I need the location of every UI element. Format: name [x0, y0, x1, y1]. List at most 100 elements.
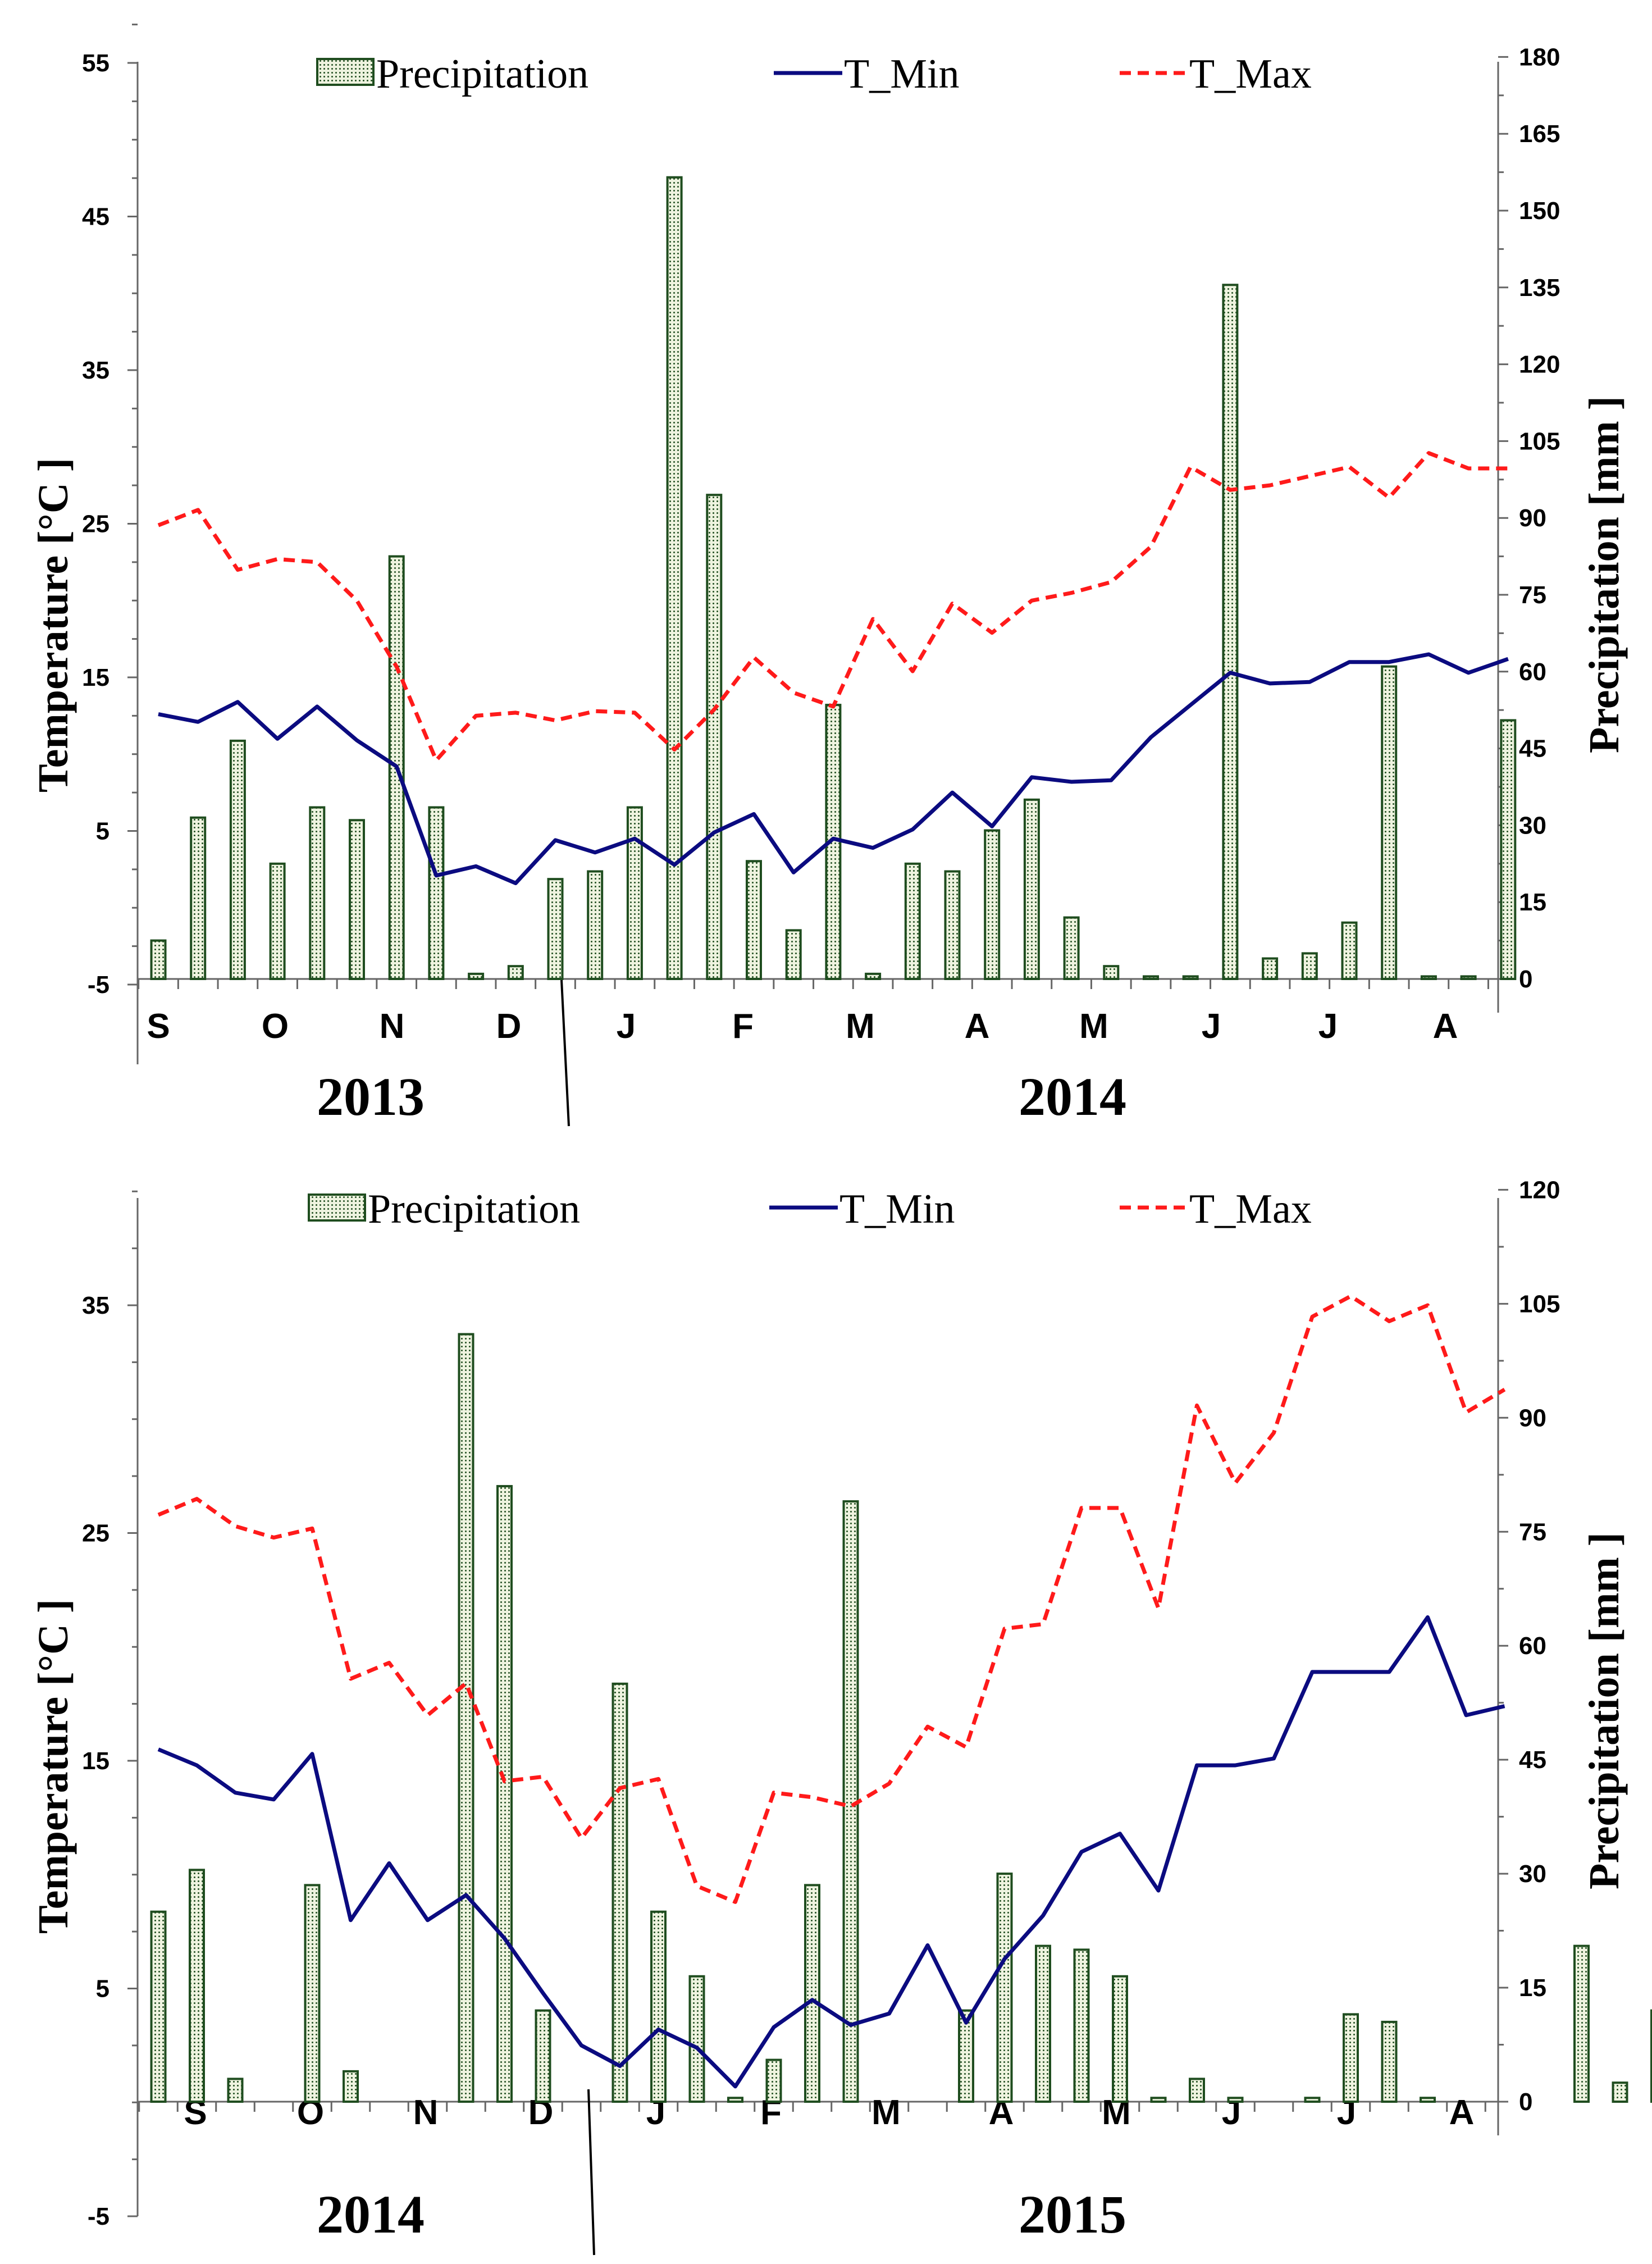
precipitation-bar	[587, 870, 604, 980]
legend-tmin-label: T_Min	[839, 1186, 955, 1232]
right-axis-title: Precipitation [mm ]	[1581, 396, 1628, 753]
month-label: D	[496, 1007, 522, 1046]
precipitation-bar	[1189, 2078, 1205, 2103]
legend-precipitation-swatch	[308, 1194, 366, 1222]
month-label: J	[1202, 1007, 1221, 1046]
month-label: S	[147, 1007, 170, 1046]
t-max-series-line	[157, 1294, 1506, 1904]
precipitation-bar	[1063, 916, 1080, 981]
left-tick-label: 35	[82, 1292, 109, 1319]
right-tick-label: 45	[1519, 1746, 1546, 1774]
precipitation-bar	[1143, 975, 1159, 980]
precipitation-bar	[535, 2009, 551, 2103]
precipitation-bar	[458, 1333, 474, 2103]
right-tick-label: 45	[1519, 735, 1546, 763]
precipitation-bar	[496, 1485, 513, 2103]
precipitation-bar	[1420, 2097, 1436, 2103]
t-max-series-line	[157, 451, 1508, 763]
right-tick-label: 105	[1519, 1290, 1560, 1318]
precipitation-bar	[611, 1682, 628, 2103]
precipitation-bar	[958, 2009, 974, 2103]
right-tick-label: 120	[1519, 1176, 1560, 1204]
precipitation-bar	[304, 1884, 321, 2103]
precipitation-bar	[706, 494, 723, 980]
right-tick-label: 0	[1519, 2088, 1532, 2116]
right-tick-label: 180	[1519, 43, 1560, 71]
left-tick-label: 45	[82, 203, 109, 231]
legend-precipitation-label: Precipitation	[376, 51, 588, 97]
right-tick-label: 60	[1519, 1632, 1546, 1660]
left-tick-label: 5	[96, 818, 109, 845]
precipitation-bar	[190, 816, 207, 980]
temperature-lines	[157, 451, 1509, 885]
precipitation-bar	[1420, 975, 1437, 980]
precipitation-bar	[626, 806, 643, 980]
precipitation-bar	[349, 819, 365, 981]
precipitation-bar	[865, 972, 882, 981]
month-label: J	[617, 1007, 636, 1046]
month-label: N	[380, 1007, 405, 1046]
year-divider	[560, 980, 570, 1127]
chart-axes: -5 5 15 25 35 45 55 0 15 30 45 60 75 90 105 120 135 150 16…	[82, 24, 1560, 1064]
precipitation-bar	[666, 176, 683, 981]
precipitation-bar	[1341, 921, 1358, 981]
right-tick-label: 15	[1519, 1974, 1546, 2002]
precipitation-bar	[650, 1910, 667, 2103]
right-tick-label: 120	[1519, 351, 1560, 379]
year-divider	[587, 2089, 595, 2256]
precipitation-bar	[428, 806, 445, 980]
precipitation-bar	[1460, 975, 1477, 980]
month-label: O	[262, 1007, 289, 1046]
precipitation-bar	[1381, 665, 1398, 981]
right-tick-label: 90	[1519, 504, 1546, 532]
precipitation-bar	[1304, 2097, 1321, 2103]
precipitation-bar	[944, 870, 961, 980]
right-tick-label: 0	[1519, 965, 1532, 993]
left-tick-label: -5	[88, 971, 109, 999]
month-label: J	[1318, 1007, 1338, 1046]
right-tick-label: 165	[1519, 120, 1560, 148]
month-label: M	[871, 2093, 901, 2132]
legend-precipitation-label: Precipitation	[368, 1186, 580, 1232]
precipitation-bar	[804, 1884, 820, 2103]
precipitation-bar	[727, 2097, 743, 2103]
precipitation-bar	[1103, 965, 1120, 980]
precipitation-bar	[1301, 952, 1318, 981]
left-tick-label: 15	[82, 1747, 109, 1775]
precipitation-bar	[765, 2058, 782, 2103]
precipitation-bar	[1112, 1975, 1128, 2103]
month-label: A	[1449, 2093, 1475, 2132]
precipitation-bar	[468, 972, 485, 981]
left-tick-label: 5	[96, 1975, 109, 2003]
precipitation-bar	[1612, 2081, 1628, 2103]
precipitation-bar	[1150, 2097, 1167, 2103]
precipitation-bar	[1222, 284, 1239, 980]
left-tick-label: 55	[82, 49, 109, 77]
right-tick-label: 75	[1519, 1518, 1546, 1546]
precipitation-bar	[904, 862, 921, 981]
precipitation-bar	[269, 862, 286, 981]
precipitation-bar	[1500, 719, 1517, 980]
precipitation-bar	[1381, 2020, 1398, 2103]
year-label-2014: 2014	[1019, 1067, 1126, 1127]
right-tick-label: 30	[1519, 812, 1546, 839]
precipitation-bar	[1035, 1944, 1051, 2103]
precipitation-bar	[547, 878, 564, 981]
month-label: M	[1079, 1007, 1108, 1046]
legend-tmax-label: T_Max	[1189, 51, 1312, 97]
precipitation-bar	[1573, 1944, 1590, 2103]
right-tick-label: 75	[1519, 581, 1546, 609]
precipitation-bar	[1182, 975, 1199, 980]
left-tick-label: 15	[82, 664, 109, 691]
precipitation-bar	[229, 739, 246, 981]
precipitation-bar	[688, 1975, 705, 2103]
month-label: A	[965, 1007, 990, 1046]
precipitation-bar	[1262, 957, 1279, 981]
legend: Precipitation T_Min T_Max	[316, 51, 1312, 97]
left-axis-title: Temperature [°C ]	[30, 1599, 77, 1934]
precipitation-bar	[227, 2078, 244, 2103]
right-tick-label: 150	[1519, 197, 1560, 225]
right-tick-label: 90	[1519, 1404, 1546, 1432]
